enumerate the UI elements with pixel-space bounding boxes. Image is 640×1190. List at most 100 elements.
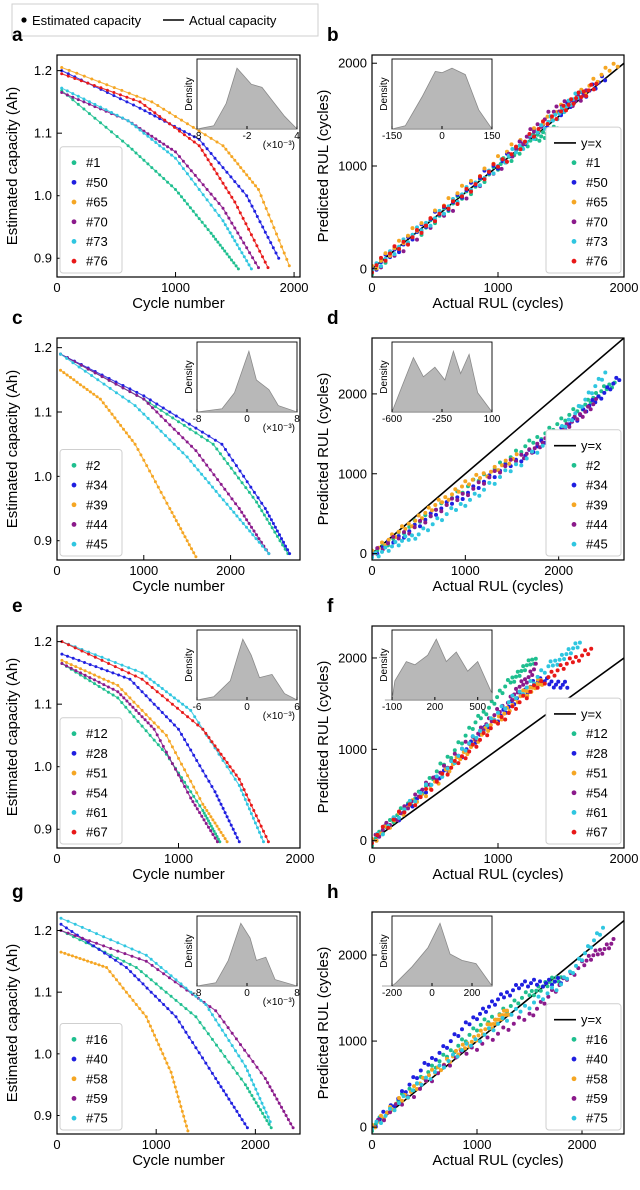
estimated-point	[174, 767, 177, 771]
estimated-point	[247, 807, 251, 811]
prediction-point	[423, 510, 428, 515]
prediction-point	[582, 963, 587, 968]
estimated-point	[183, 738, 187, 742]
prediction-point	[500, 157, 505, 162]
prediction-point	[561, 666, 566, 671]
estimated-point	[60, 66, 64, 69]
prediction-point	[541, 130, 545, 135]
prediction-point	[491, 162, 496, 167]
estimated-point	[251, 533, 255, 537]
identity-line	[372, 657, 624, 842]
estimated-point	[203, 133, 207, 137]
estimated-point	[137, 978, 141, 982]
estimated-point	[238, 247, 241, 251]
estimated-point	[144, 1015, 148, 1019]
estimated-point	[127, 666, 131, 670]
estimated-point	[286, 548, 290, 552]
estimated-point	[249, 485, 253, 489]
estimated-point	[174, 414, 178, 418]
prediction-point	[388, 1110, 392, 1115]
legend-marker	[71, 1115, 77, 1121]
estimated-point	[123, 944, 127, 948]
estimated-point	[65, 89, 69, 93]
estimated-point	[180, 732, 183, 736]
estimated-point	[260, 501, 264, 505]
estimated-point	[70, 930, 74, 933]
prediction-point	[379, 258, 383, 263]
legend-marker	[571, 462, 577, 468]
inset-x-tick-label: -100	[382, 702, 402, 713]
estimated-point	[87, 102, 91, 106]
estimated-point	[205, 198, 209, 202]
prediction-point	[380, 549, 384, 554]
estimated-point	[216, 748, 220, 752]
legend-marker	[71, 790, 77, 796]
prediction-point	[519, 679, 524, 684]
x-tick-label: 1000	[129, 563, 158, 578]
prediction-point	[617, 378, 622, 383]
prediction-point	[519, 463, 524, 468]
plot-area	[60, 66, 291, 271]
estimated-point	[122, 959, 126, 963]
estimated-point	[216, 1081, 220, 1085]
legend-marker	[571, 160, 577, 166]
prediction-point	[463, 756, 468, 761]
plot-area	[372, 919, 624, 1133]
x-tick-label: 2000	[241, 1137, 270, 1152]
estimated-point	[264, 835, 268, 838]
estimated-point	[284, 544, 287, 548]
prediction-point	[497, 688, 502, 693]
estimated-point	[228, 765, 232, 769]
prediction-point	[398, 806, 403, 811]
estimated-point	[203, 805, 207, 809]
prediction-point	[598, 932, 602, 937]
estimated-point	[124, 431, 128, 435]
y-tick-label: 1.0	[34, 188, 52, 203]
prediction-point	[396, 543, 401, 548]
prediction-point	[392, 244, 397, 249]
prediction-point	[428, 216, 433, 221]
x-tick-label: 2000	[568, 1137, 597, 1152]
legend-marker	[571, 502, 577, 508]
prediction-point	[524, 663, 529, 668]
estimated-point	[282, 1109, 286, 1113]
prediction-point	[503, 1013, 508, 1017]
estimated-point	[183, 768, 187, 772]
estimated-point	[103, 951, 107, 955]
prediction-point	[448, 1063, 452, 1068]
estimated-point	[130, 147, 134, 151]
estimated-point	[245, 518, 249, 522]
estimated-point	[86, 367, 90, 371]
estimated-point	[236, 205, 240, 209]
prediction-point	[481, 471, 486, 476]
prediction-point	[586, 404, 590, 409]
estimated-point	[239, 166, 243, 170]
prediction-point	[517, 151, 522, 156]
prediction-point	[554, 682, 558, 687]
prediction-point	[397, 1096, 401, 1100]
estimated-point	[245, 173, 249, 177]
x-tick-label: 1000	[164, 851, 193, 866]
estimated-point	[266, 1081, 270, 1085]
estimated-point	[181, 711, 184, 714]
legend-identity-label: y=x	[581, 706, 602, 721]
estimated-point	[97, 963, 101, 967]
prediction-point	[532, 129, 536, 134]
estimated-point	[158, 115, 162, 118]
estimated-point	[170, 184, 174, 188]
y-tick-label: 0	[360, 1120, 367, 1135]
estimated-point	[121, 116, 125, 120]
estimated-point	[249, 812, 253, 816]
legend-marker	[571, 770, 577, 776]
estimated-point	[126, 144, 130, 148]
legend-label: #73	[86, 234, 108, 249]
estimated-point	[116, 696, 120, 700]
estimated-point	[82, 958, 86, 962]
estimated-point	[170, 147, 174, 151]
estimated-point	[83, 369, 87, 373]
estimated-point	[130, 438, 134, 442]
legend-box	[545, 126, 622, 274]
prediction-point	[476, 731, 481, 736]
